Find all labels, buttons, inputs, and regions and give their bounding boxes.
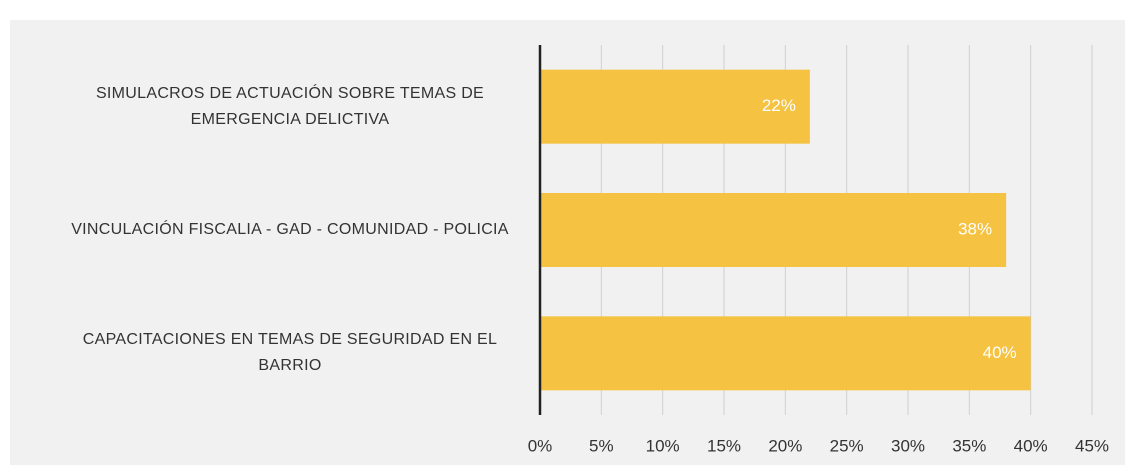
x-tick-label: 20% [768,436,802,455]
x-tick-label: 30% [891,436,925,455]
x-tick-label: 35% [952,436,986,455]
category-label: VINCULACIÓN FISCALIA - GAD - COMUNIDAD -… [71,221,509,238]
x-tick-label: 25% [830,436,864,455]
x-tick-label: 45% [1075,436,1109,455]
data-label: 38% [958,219,992,238]
x-tick-label: 5% [589,436,614,455]
bar [540,193,1007,267]
x-tick-label: 10% [646,436,680,455]
category-label: CAPACITACIONES EN TEMAS DE SEGURIDAD EN … [82,331,498,375]
x-tick-label: 15% [707,436,741,455]
data-label: 22% [762,96,796,115]
x-tick-label: 40% [1014,436,1048,455]
x-tick-label: 0% [528,436,553,455]
category-label: SIMULACROS DE ACTUACIÓN SOBRE TEMAS DE E… [95,84,485,128]
bar [540,316,1031,391]
bar [540,69,810,144]
data-label: 40% [983,343,1017,362]
